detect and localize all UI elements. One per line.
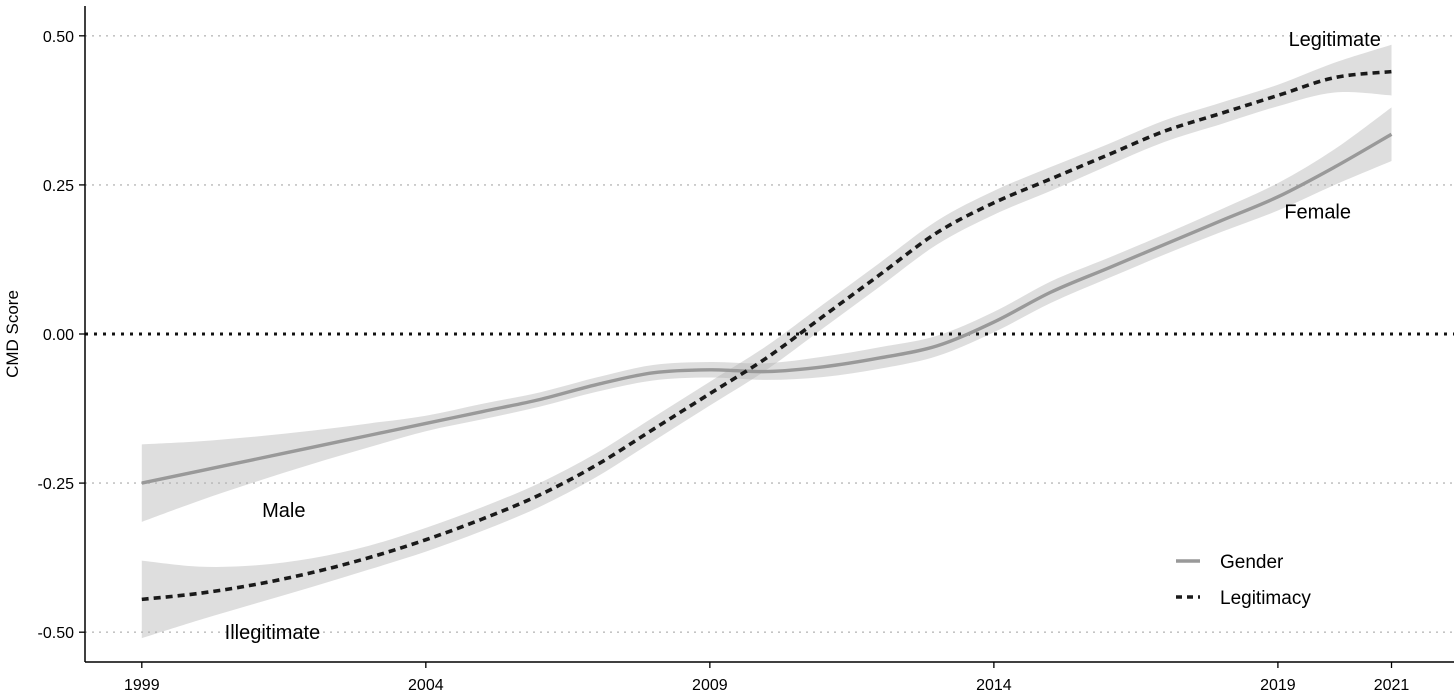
line-annotations: Male Female Illegitimate Legitimate: [225, 29, 1381, 644]
legend-label-gender: Gender: [1220, 552, 1284, 573]
x-tick-label-5: 2021: [1374, 677, 1410, 694]
ci-band-legitimacy: [141, 44, 1392, 639]
legend-label-legitimacy: Legitimacy: [1220, 588, 1311, 609]
series-line-legitimacy: [141, 69, 1392, 602]
x-tick-label-3: 2014: [976, 677, 1012, 694]
y-tick-label-4: -0.50: [38, 625, 75, 642]
annotation-legitimate: Legitimate: [1289, 29, 1381, 51]
y-tick-label-2: 0.00: [43, 327, 74, 344]
annotation-male: Male: [262, 500, 305, 522]
x-tick-label-2: 2009: [692, 677, 728, 694]
confidence-bands: [141, 44, 1392, 639]
series-line-gender: [141, 132, 1393, 485]
x-tick-label-1: 2004: [408, 677, 444, 694]
ci-band-gender: [141, 107, 1392, 522]
annotation-illegitimate: Illegitimate: [225, 622, 321, 644]
y-tick-label-3: -0.25: [38, 476, 75, 493]
x-tick-label-0: 1999: [124, 677, 160, 694]
y-axis-label: CMD Score: [3, 290, 22, 378]
y-tick-label-0: 0.50: [43, 29, 74, 46]
legend: Gender Legitimacy: [1176, 552, 1311, 609]
x-tick-label-4: 2019: [1260, 677, 1296, 694]
tick-labels: 0.50 0.25 0.00 -0.25 -0.50 1999 2004 2009 2014 20…: [38, 29, 1410, 694]
y-tick-label-1: 0.25: [43, 178, 74, 195]
series-lines: [141, 69, 1393, 602]
annotation-female: Female: [1284, 202, 1351, 224]
